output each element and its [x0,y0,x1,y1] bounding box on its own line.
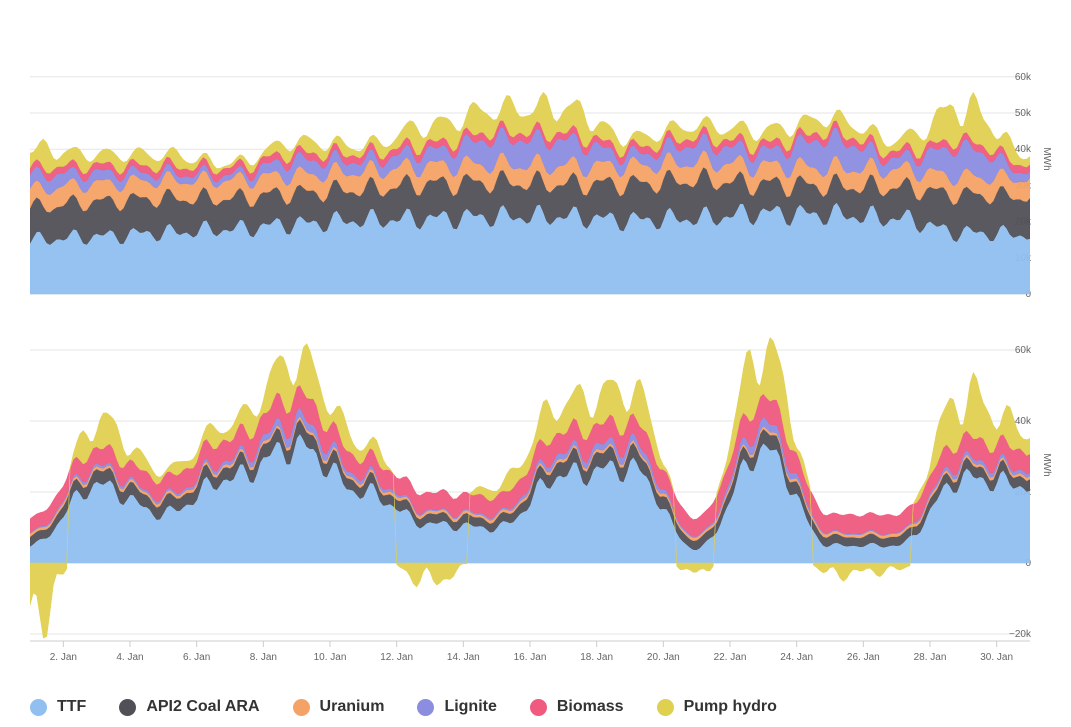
legend-item-pump-hydro[interactable]: Pump hydro [656,698,777,716]
legend-item-api2-coal-ara[interactable]: API2 Coal ARA [119,698,260,716]
y-unit-label: MWh [1041,453,1052,476]
legend-marker [417,698,435,716]
y-tick-label: 40k [1015,144,1032,155]
legend: TTF API2 Coal ARA Uranium Lignite Biomas… [30,695,810,719]
legend-label: Uranium [319,698,385,715]
x-tick-label: 4. Jan [116,652,143,663]
x-tick-label: 20. Jan [647,652,680,663]
x-tick-label: 6. Jan [183,652,210,663]
legend-marker [292,698,310,716]
x-tick-label: 24. Jan [780,652,813,663]
x-axis: 2. Jan 4. Jan 6. Jan 8. Jan 10. Jan 12. Jan 14… [30,640,1030,663]
y-tick-label: 60k [1015,345,1032,356]
legend-marker [119,698,137,716]
legend-item-lignite[interactable]: Lignite [417,698,497,716]
y-tick-label: −20k [1009,629,1032,640]
legend-label: API2 Coal ARA [146,698,260,715]
y-unit-label: MWh [1041,147,1052,170]
area-pump-hydro[interactable] [30,337,1030,639]
x-tick-label: 26. Jan [847,652,880,663]
y-tick-label: 60k [1015,72,1032,83]
x-tick-label: 18. Jan [580,652,613,663]
x-tick-label: 10. Jan [314,652,347,663]
chart: 010k20k30k40k50k60kMWh −20k020k40k60kMWh… [30,72,1052,663]
y-tick-label: 0 [1025,558,1031,569]
x-tick-label: 12. Jan [380,652,413,663]
legend-label: Biomass [556,698,624,715]
area-pump-hydro[interactable] [30,91,1030,175]
legend-label: Lignite [444,698,497,715]
legend-label: TTF [57,698,87,715]
x-tick-label: 28. Jan [914,652,947,663]
legend-label: Pump hydro [683,698,777,715]
legend-item-uranium[interactable]: Uranium [292,698,385,716]
y-tick-label: 50k [1015,108,1032,119]
bottom-panel: −20k020k40k60kMWh [30,337,1052,640]
x-tick-label: 8. Jan [250,652,277,663]
legend-item-biomass[interactable]: Biomass [529,698,624,716]
legend-item-ttf[interactable]: TTF [30,698,86,716]
x-tick-label: 14. Jan [447,652,480,663]
x-tick-label: 2. Jan [50,652,77,663]
top-panel: 010k20k30k40k50k60kMWh [30,72,1052,300]
x-tick-label: 22. Jan [714,652,747,663]
x-tick-label: 16. Jan [514,652,547,663]
y-tick-label: 0 [1025,289,1031,300]
legend-marker [529,698,547,716]
x-tick-label: 30. Jan [980,652,1013,663]
legend-marker [30,698,47,716]
legend-marker [656,698,674,716]
y-tick-label: 40k [1015,416,1032,427]
